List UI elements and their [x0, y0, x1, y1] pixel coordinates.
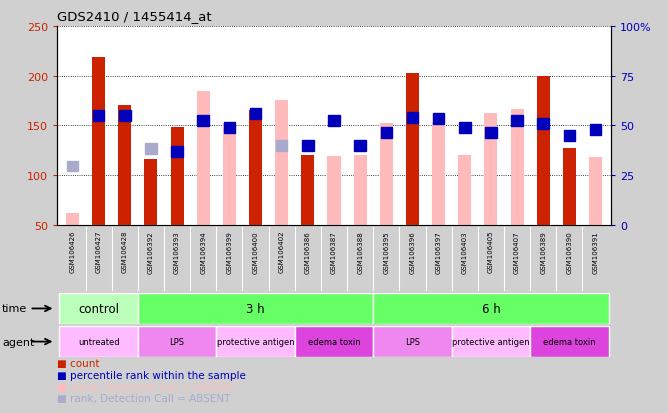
- Bar: [66, 213, 79, 225]
- Text: control: control: [78, 302, 119, 315]
- Bar: [406, 74, 419, 225]
- Text: protective antigen: protective antigen: [452, 337, 530, 346]
- Bar: [564, 131, 575, 141]
- Bar: [145, 143, 157, 154]
- Text: GSM106391: GSM106391: [593, 230, 599, 273]
- Text: GSM106399: GSM106399: [226, 230, 232, 273]
- Bar: [170, 128, 184, 225]
- Text: GSM106393: GSM106393: [174, 230, 180, 273]
- Bar: [327, 157, 341, 225]
- Text: ■ value, Detection Call = ABSENT: ■ value, Detection Call = ABSENT: [57, 382, 235, 392]
- Text: GSM106387: GSM106387: [331, 230, 337, 273]
- Bar: [484, 114, 498, 225]
- Bar: [67, 161, 78, 172]
- Bar: [538, 119, 549, 129]
- Text: GSM106402: GSM106402: [279, 230, 285, 273]
- Text: GSM106396: GSM106396: [409, 230, 415, 273]
- Bar: [295, 326, 373, 357]
- Bar: [458, 156, 472, 225]
- Text: GDS2410 / 1455414_at: GDS2410 / 1455414_at: [57, 10, 211, 23]
- Text: GSM106386: GSM106386: [305, 230, 311, 273]
- Bar: [355, 140, 366, 151]
- Bar: [59, 326, 138, 357]
- Text: GSM106400: GSM106400: [253, 230, 259, 273]
- Text: GSM106407: GSM106407: [514, 230, 520, 273]
- Bar: [196, 92, 210, 225]
- Bar: [485, 128, 497, 138]
- Bar: [92, 57, 105, 225]
- Bar: [275, 101, 288, 225]
- Text: untreated: untreated: [77, 337, 120, 346]
- Bar: [459, 123, 470, 133]
- Bar: [432, 124, 445, 225]
- Bar: [563, 149, 576, 225]
- Bar: [138, 293, 373, 324]
- Bar: [380, 124, 393, 225]
- Bar: [224, 123, 235, 133]
- Bar: [589, 158, 602, 225]
- Text: GSM106405: GSM106405: [488, 230, 494, 273]
- Bar: [144, 160, 158, 225]
- Text: GSM106394: GSM106394: [200, 230, 206, 273]
- Bar: [407, 113, 418, 123]
- Text: agent: agent: [2, 337, 34, 347]
- Bar: [373, 293, 609, 324]
- Text: time: time: [2, 304, 27, 314]
- Bar: [302, 140, 313, 151]
- Text: LPS: LPS: [405, 337, 420, 346]
- Bar: [452, 326, 530, 357]
- Bar: [119, 111, 130, 121]
- Bar: [301, 156, 315, 225]
- Bar: [198, 116, 209, 126]
- Text: protective antigen: protective antigen: [216, 337, 295, 346]
- Text: 3 h: 3 h: [246, 302, 265, 315]
- Text: GSM106428: GSM106428: [122, 230, 128, 273]
- Text: GSM106397: GSM106397: [436, 230, 442, 273]
- Text: GSM106392: GSM106392: [148, 230, 154, 273]
- Bar: [118, 106, 132, 225]
- Text: ■ count: ■ count: [57, 358, 100, 368]
- Bar: [373, 326, 452, 357]
- Text: GSM106388: GSM106388: [357, 230, 363, 273]
- Text: ■ percentile rank within the sample: ■ percentile rank within the sample: [57, 370, 246, 380]
- Bar: [353, 156, 367, 225]
- Text: ■ rank, Detection Call = ABSENT: ■ rank, Detection Call = ABSENT: [57, 393, 230, 403]
- Bar: [276, 140, 287, 151]
- Bar: [223, 124, 236, 225]
- Text: GSM106427: GSM106427: [96, 230, 102, 273]
- Text: GSM106390: GSM106390: [566, 230, 572, 273]
- Text: LPS: LPS: [170, 337, 184, 346]
- Bar: [216, 326, 295, 357]
- Bar: [536, 76, 550, 225]
- Text: GSM106389: GSM106389: [540, 230, 546, 273]
- Bar: [250, 109, 261, 119]
- Bar: [93, 111, 104, 121]
- Text: 6 h: 6 h: [482, 302, 500, 315]
- Text: GSM106403: GSM106403: [462, 230, 468, 273]
- Text: edema toxin: edema toxin: [543, 337, 596, 346]
- Text: edema toxin: edema toxin: [308, 337, 360, 346]
- Bar: [171, 146, 183, 157]
- Bar: [59, 293, 138, 324]
- Bar: [328, 116, 340, 126]
- Bar: [433, 114, 444, 124]
- Bar: [511, 116, 523, 126]
- Bar: [590, 124, 601, 135]
- Bar: [249, 111, 262, 225]
- Bar: [530, 326, 609, 357]
- Text: GSM106426: GSM106426: [69, 230, 75, 273]
- Bar: [381, 128, 392, 138]
- Bar: [138, 326, 216, 357]
- Bar: [510, 110, 524, 225]
- Text: GSM106395: GSM106395: [383, 230, 389, 273]
